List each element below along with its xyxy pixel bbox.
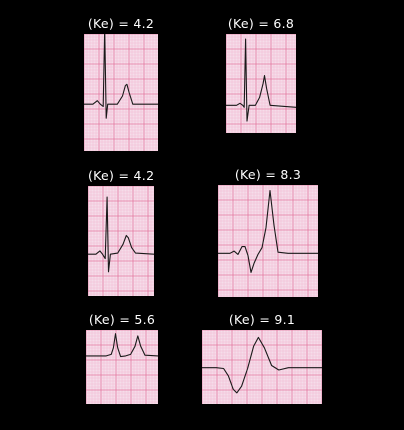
ecg-trace	[86, 333, 158, 358]
ecg-strip	[86, 330, 158, 404]
potassium-label: (Ke) = 4.2	[88, 168, 155, 183]
ecg-panel-3: (Ke) = 4.2	[88, 168, 154, 296]
ecg-paper	[226, 34, 296, 133]
ecg-strip	[226, 34, 296, 133]
ecg-paper	[218, 185, 318, 297]
ecg-panel-4: (Ke) = 8.3	[218, 167, 318, 297]
ecg-trace	[84, 34, 158, 119]
ecg-strip	[218, 185, 318, 297]
ecg-trace	[226, 38, 296, 122]
ecg-panel-5: (Ke) = 5.6	[86, 312, 158, 404]
potassium-label: (Ke) = 8.3	[234, 167, 302, 182]
ecg-paper	[84, 34, 158, 151]
ecg-grid	[88, 186, 154, 296]
ecg-trace	[218, 190, 318, 273]
ecg-grid	[202, 330, 322, 404]
potassium-label: (Ke) = 9.1	[228, 312, 296, 327]
ecg-panel-1: (Ke) = 4.2	[84, 16, 158, 151]
ecg-panel-6: (Ke) = 9.1	[202, 312, 322, 404]
ecg-grid	[218, 185, 318, 297]
ecg-panel-2: (Ke) = 6.8	[226, 16, 296, 133]
ecg-strip	[84, 34, 158, 151]
potassium-label: (Ke) = 5.6	[88, 312, 156, 327]
ecg-strip	[88, 186, 154, 296]
ecg-strip	[202, 330, 322, 404]
ecg-grid	[226, 34, 296, 133]
ecg-trace	[202, 336, 322, 394]
potassium-label: (Ke) = 4.2	[87, 16, 155, 31]
ecg-trace	[88, 196, 154, 273]
ecg-grid	[86, 330, 158, 404]
potassium-label: (Ke) = 6.8	[227, 16, 295, 31]
